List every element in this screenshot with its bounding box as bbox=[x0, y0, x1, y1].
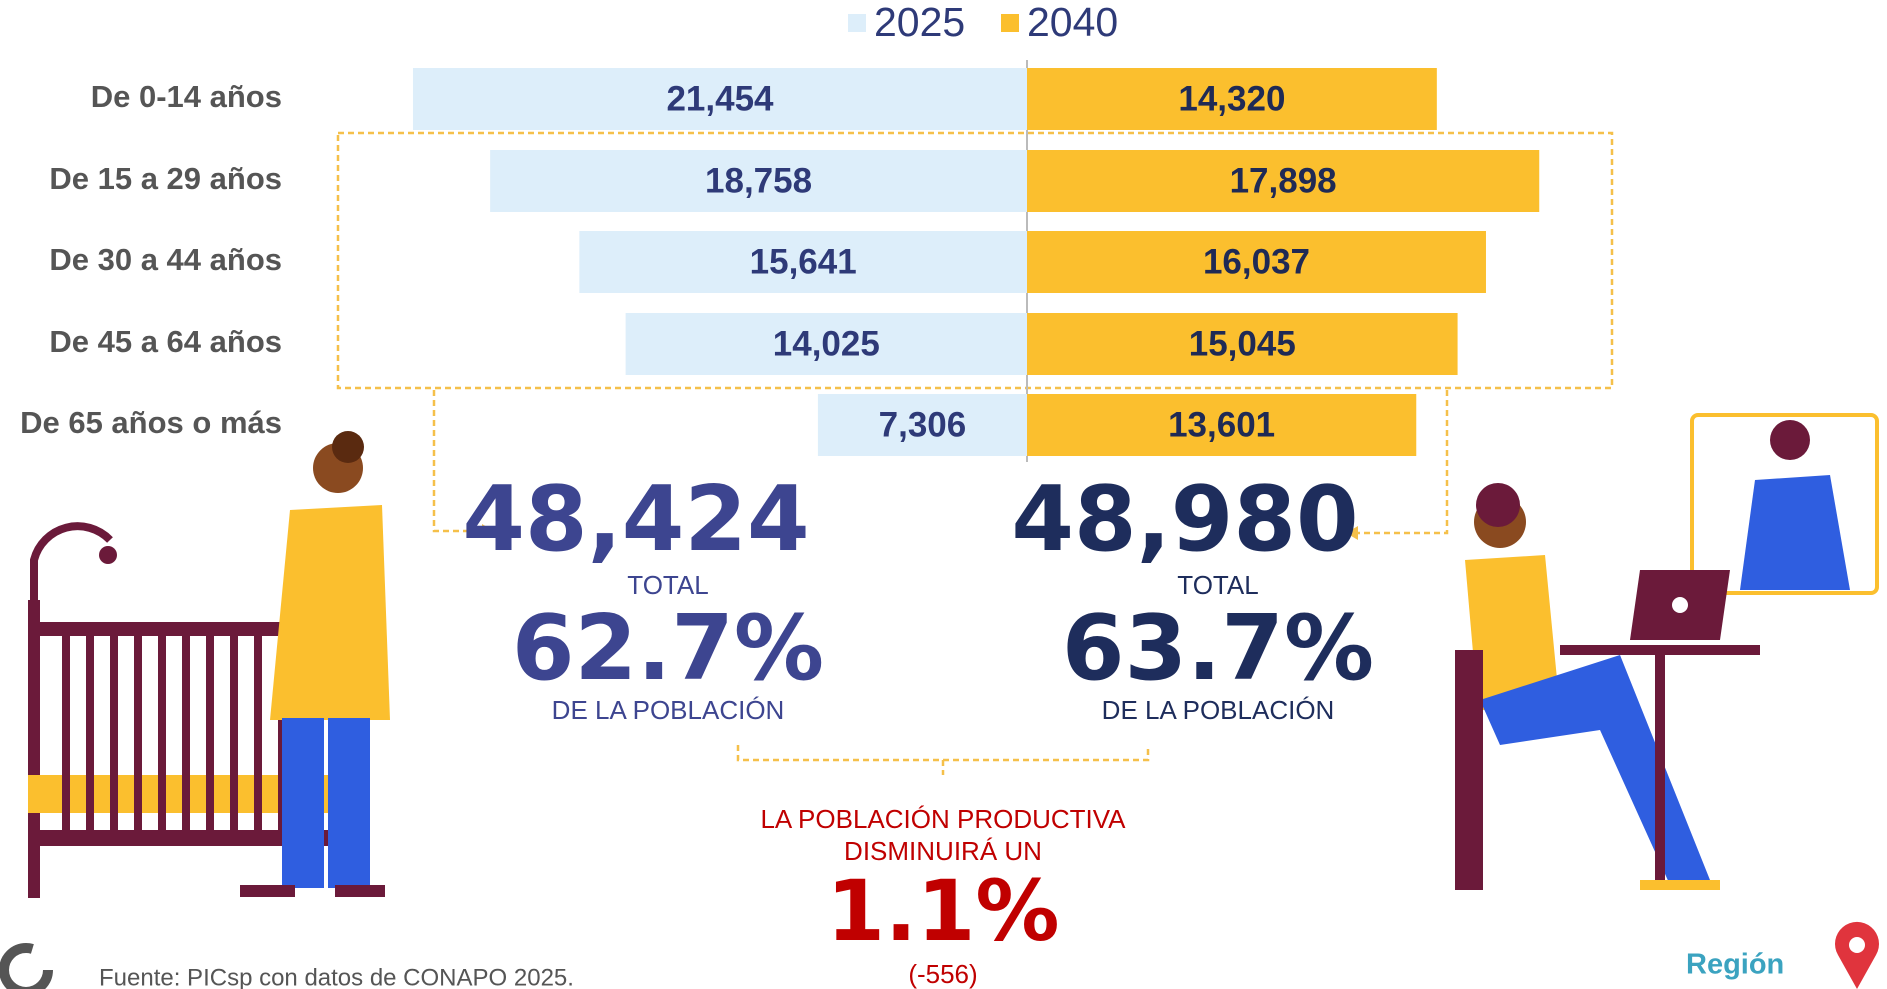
man-illustration bbox=[1455, 413, 1879, 890]
change: 1.1% bbox=[827, 862, 1060, 960]
bar bbox=[579, 231, 1027, 293]
category-label: De 30 a 44 años bbox=[49, 242, 282, 277]
share-label: DE LA POBLACIÓN bbox=[1102, 695, 1335, 725]
crib-bar bbox=[230, 636, 238, 832]
category-label: De 0-14 años bbox=[91, 79, 282, 114]
crib-bar bbox=[254, 636, 262, 832]
difference: (-556) bbox=[908, 959, 977, 989]
crib-bar bbox=[110, 636, 118, 832]
bar bbox=[1027, 313, 1458, 375]
bar bbox=[1027, 68, 1437, 130]
value-label: 7,306 bbox=[879, 405, 967, 444]
value-label: 14,025 bbox=[773, 324, 880, 363]
bar bbox=[1027, 150, 1540, 212]
value-label: 15,641 bbox=[750, 242, 857, 281]
share-2025: 62.7% bbox=[512, 596, 824, 701]
total-label: TOTAL bbox=[627, 570, 708, 600]
crib-bar bbox=[158, 636, 166, 832]
total-2025: 48,424 bbox=[462, 467, 809, 572]
bar bbox=[1027, 394, 1417, 456]
value-label: 16,037 bbox=[1203, 242, 1310, 281]
category-label: De 15 a 29 años bbox=[49, 161, 282, 196]
conclusion-line: DISMINUIRÁ UN bbox=[844, 836, 1042, 866]
share-2040: 63.7% bbox=[1062, 596, 1374, 701]
category-label: De 65 años o más bbox=[20, 405, 282, 440]
pin-hole bbox=[1849, 937, 1865, 953]
pin-icon bbox=[1834, 921, 1879, 989]
legend-swatch bbox=[848, 14, 866, 32]
productive-age-box bbox=[336, 131, 1614, 390]
total-label: TOTAL bbox=[1177, 570, 1258, 600]
connector-left bbox=[432, 390, 486, 533]
connector-right bbox=[1358, 390, 1449, 535]
value-label: 14,320 bbox=[1178, 79, 1285, 118]
bracket bbox=[736, 745, 1150, 775]
value-label: 21,454 bbox=[666, 79, 774, 118]
crib-bar bbox=[182, 636, 190, 832]
legend-swatch bbox=[1001, 14, 1019, 32]
bar bbox=[1027, 231, 1486, 293]
logo bbox=[0, 943, 53, 989]
legend-label: 2040 bbox=[1027, 0, 1118, 45]
value-label: 15,045 bbox=[1189, 324, 1296, 363]
value-label: 13,601 bbox=[1168, 405, 1275, 444]
woman-illustration bbox=[240, 431, 390, 897]
crib-bar bbox=[86, 636, 94, 832]
crib-bar bbox=[62, 636, 70, 832]
conclusion-line: LA POBLACIÓN PRODUCTIVA bbox=[760, 804, 1126, 834]
region-link[interactable]: Región bbox=[1686, 949, 1784, 981]
share-label: DE LA POBLACIÓN bbox=[552, 695, 785, 725]
arrow-left bbox=[482, 524, 494, 538]
crib-bar bbox=[134, 636, 142, 832]
bar bbox=[817, 394, 1027, 456]
source: Fuente: PICsp con datos de CONAPO 2025. bbox=[99, 964, 574, 989]
arrow-right bbox=[1346, 526, 1358, 540]
category-label: De 45 a 64 años bbox=[49, 324, 282, 359]
bar bbox=[625, 313, 1027, 375]
value-label: 17,898 bbox=[1230, 161, 1337, 200]
crib-bar bbox=[206, 636, 214, 832]
value-label: 18,758 bbox=[705, 161, 812, 200]
legend-label: 2025 bbox=[874, 0, 965, 45]
total-2040: 48,980 bbox=[1011, 467, 1358, 572]
bar bbox=[412, 68, 1027, 130]
bar bbox=[490, 150, 1028, 212]
